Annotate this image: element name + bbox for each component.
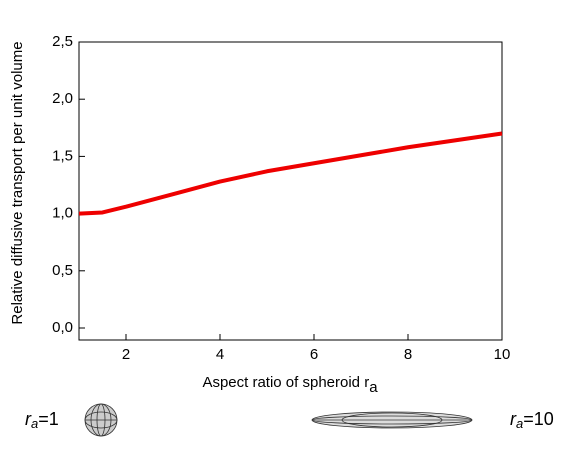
ratio-label-r: r [510, 409, 517, 429]
x-tick-label: 4 [216, 346, 224, 363]
spheroid-icon [311, 411, 473, 429]
y-axis-label: Relative diffusive transport per unit vo… [9, 41, 26, 324]
y-tick-label: 2,5 [52, 33, 73, 50]
ratio-label: ra=1 [25, 409, 59, 432]
x-axis-label: Aspect ratio of spheroid ra [202, 374, 378, 396]
y-tick-label: 2,0 [52, 90, 73, 107]
ratio-label-eq: =1 [38, 409, 59, 429]
ratio-label-sub: a [31, 416, 38, 431]
data-line [78, 131, 503, 216]
x-tick-label: 2 [122, 346, 130, 363]
y-tick-label: 1,0 [52, 205, 73, 222]
ratio-label-r: r [25, 409, 32, 429]
x-tick-label: 6 [310, 346, 318, 363]
y-tick-label: 0,0 [52, 319, 73, 336]
ratio-label-sub: a [516, 416, 523, 431]
ratio-label-eq: =10 [523, 409, 554, 429]
x-axis-label-main: Aspect ratio of spheroid r [202, 374, 369, 391]
x-tick-label: 10 [494, 346, 511, 363]
sphere-icon [84, 403, 118, 437]
plot-frame [78, 41, 503, 341]
x-tick-label: 8 [404, 346, 412, 363]
y-tick-label: 1,5 [52, 147, 73, 164]
y-tick-label: 0,5 [52, 262, 73, 279]
x-axis-label-sub: a [369, 379, 378, 396]
ratio-label: ra=10 [510, 409, 554, 432]
